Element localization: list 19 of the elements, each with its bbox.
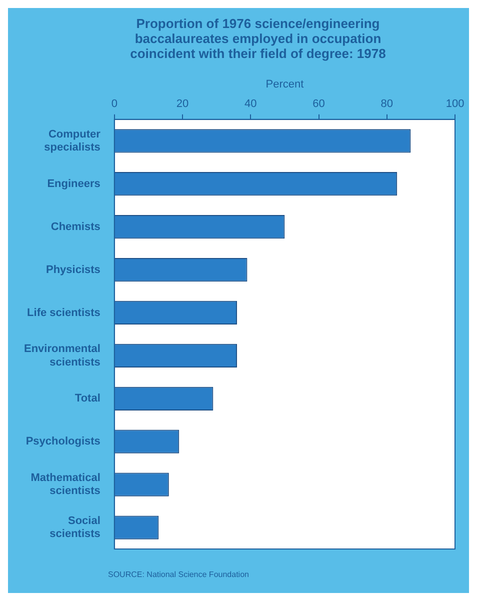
y-tick-label: Psychologists <box>26 436 100 448</box>
x-axis-title: Percent <box>266 78 304 91</box>
y-tick-label: Physicists <box>46 264 100 276</box>
y-tick-label: Environmental scientists <box>24 343 100 368</box>
y-tick-label: Computer specialists <box>44 128 102 154</box>
y-tick-label: Life scientists <box>27 306 100 319</box>
x-tick-label: 0 <box>111 98 118 110</box>
x-tick-label: 60 <box>312 98 325 110</box>
source-note: SOURCE: National Science Foundation <box>108 570 249 579</box>
x-tick-label: 80 <box>380 98 394 110</box>
y-tick-label: Social scientists <box>50 514 100 540</box>
y-tick-label: Chemists <box>50 220 100 233</box>
x-tick-label: 20 <box>176 98 189 110</box>
y-tick-label: Engineers <box>47 178 100 190</box>
x-tick-label: 40 <box>244 98 257 110</box>
y-tick-label: Mathematical scientists <box>30 472 100 498</box>
y-tick-label: Total <box>74 392 100 405</box>
x-tick-label: 100 <box>446 98 464 110</box>
chart-title: Proportion of 1976 science/engineering baccalaureates employed in occupation coincident with their field of degree: 1978 <box>129 16 387 61</box>
